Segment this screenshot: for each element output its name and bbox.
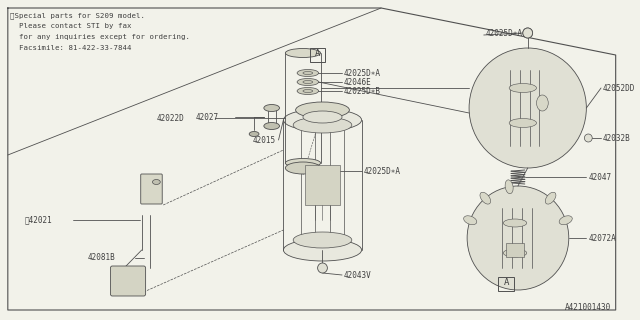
Circle shape: [584, 134, 592, 142]
Ellipse shape: [303, 71, 313, 75]
Text: ※Special parts for S209 model.: ※Special parts for S209 model.: [10, 12, 145, 19]
Ellipse shape: [293, 232, 352, 248]
Ellipse shape: [264, 123, 280, 130]
Circle shape: [523, 28, 532, 38]
Ellipse shape: [297, 87, 319, 94]
Ellipse shape: [463, 216, 477, 225]
Ellipse shape: [509, 118, 536, 127]
Ellipse shape: [297, 78, 319, 85]
Text: 42025D∗A: 42025D∗A: [344, 68, 381, 77]
Text: 42022D: 42022D: [156, 114, 184, 123]
Text: for any inquiries except for ordering.: for any inquiries except for ordering.: [10, 34, 190, 40]
Ellipse shape: [297, 69, 319, 76]
Circle shape: [523, 28, 532, 38]
Ellipse shape: [559, 216, 572, 225]
Bar: [305, 165, 340, 205]
Text: 42025D∗A: 42025D∗A: [486, 28, 523, 37]
Bar: [506, 243, 524, 257]
Text: Please contact STI by fax: Please contact STI by fax: [10, 23, 131, 29]
Text: 42072A: 42072A: [588, 234, 616, 243]
Ellipse shape: [480, 192, 491, 204]
Ellipse shape: [285, 49, 321, 58]
Ellipse shape: [545, 192, 556, 204]
Text: 42032B: 42032B: [603, 133, 631, 142]
FancyBboxPatch shape: [111, 266, 146, 296]
Circle shape: [469, 48, 586, 168]
Text: 42027: 42027: [195, 113, 219, 122]
Ellipse shape: [503, 249, 527, 257]
Text: A: A: [504, 278, 509, 287]
Ellipse shape: [505, 180, 513, 194]
Circle shape: [467, 186, 569, 290]
Ellipse shape: [303, 111, 342, 123]
Ellipse shape: [296, 102, 349, 118]
Text: 42047: 42047: [588, 172, 611, 181]
Ellipse shape: [503, 219, 527, 227]
Text: 42015: 42015: [252, 135, 275, 145]
Bar: [310, 48, 325, 62]
Bar: [499, 277, 514, 291]
Ellipse shape: [536, 95, 548, 111]
Text: ※42021: ※42021: [24, 215, 52, 225]
Text: 42081B: 42081B: [88, 253, 116, 262]
Ellipse shape: [249, 132, 259, 137]
Ellipse shape: [284, 109, 362, 131]
Text: 42052DD: 42052DD: [603, 84, 636, 92]
Ellipse shape: [303, 90, 313, 92]
FancyBboxPatch shape: [141, 174, 162, 204]
Ellipse shape: [285, 158, 321, 167]
Ellipse shape: [264, 105, 280, 111]
Ellipse shape: [285, 162, 321, 174]
Ellipse shape: [152, 180, 160, 185]
Ellipse shape: [509, 84, 536, 92]
Text: A421001430: A421001430: [564, 303, 611, 312]
Text: 42025D∗A: 42025D∗A: [364, 166, 401, 175]
Text: 42046E: 42046E: [344, 77, 372, 86]
Text: 42043V: 42043V: [344, 270, 372, 279]
Circle shape: [317, 263, 328, 273]
Ellipse shape: [284, 239, 362, 261]
Text: 42025D∗B: 42025D∗B: [344, 86, 381, 95]
Text: A: A: [315, 49, 320, 58]
Text: Facsimile: 81-422-33-7844: Facsimile: 81-422-33-7844: [10, 45, 131, 51]
Ellipse shape: [293, 117, 352, 133]
Ellipse shape: [303, 81, 313, 84]
